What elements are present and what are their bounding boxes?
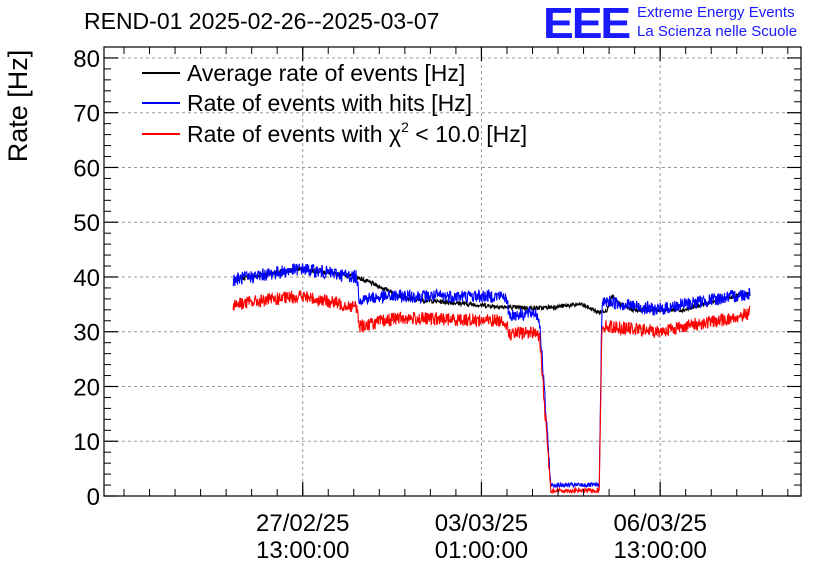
x-tick-label-date: 06/03/25 <box>613 510 706 537</box>
x-tick-label-date: 27/02/25 <box>256 510 349 537</box>
series-line-1 <box>232 263 751 489</box>
eee-logo: EEE <box>543 0 631 48</box>
legend: Average rate of events [Hz] Rate of event… <box>142 60 527 147</box>
x-tick-label-time: 13:00:00 <box>613 537 706 564</box>
legend-label-2: Rate of events with χ2 < 10.0 [Hz] <box>187 119 527 147</box>
legend-label-0: Average rate of events [Hz] <box>187 60 465 86</box>
y-axis-label: Rate [Hz] <box>3 50 33 163</box>
series-group <box>232 263 751 495</box>
y-tick-label: 50 <box>73 210 100 237</box>
y-tick-label: 0 <box>87 484 100 511</box>
y-tick-label: 40 <box>73 265 100 292</box>
y-tick-label: 70 <box>73 101 100 128</box>
x-tick-label-date: 03/03/25 <box>435 510 528 537</box>
y-tick-label: 10 <box>73 429 100 456</box>
chart-title: REND-01 2025-02-26--2025-03-07 <box>84 8 440 34</box>
y-tick-label: 20 <box>73 374 100 401</box>
brand-text: Extreme Energy Events La Scienza nelle S… <box>637 3 797 41</box>
brand-line-1: Extreme Energy Events <box>637 4 795 21</box>
x-tick-label-time: 01:00:00 <box>435 537 528 564</box>
axes: 0102030405060708027/02/2513:00:0003/03/2… <box>73 46 801 564</box>
y-tick-label: 60 <box>73 155 100 182</box>
y-tick-label: 80 <box>73 46 100 73</box>
plot-frame <box>103 46 802 497</box>
series-line-2 <box>232 290 751 495</box>
legend-label-1: Rate of events with hits [Hz] <box>187 90 472 116</box>
grid <box>104 47 801 496</box>
y-tick-label: 30 <box>73 320 100 347</box>
brand-line-2: La Scienza nelle Scuole <box>637 23 798 40</box>
x-tick-label-time: 13:00:00 <box>256 537 349 564</box>
